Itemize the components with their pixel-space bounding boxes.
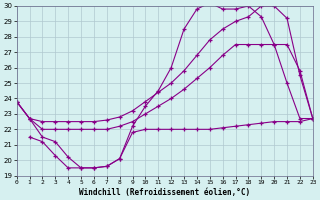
X-axis label: Windchill (Refroidissement éolien,°C): Windchill (Refroidissement éolien,°C) xyxy=(79,188,250,197)
